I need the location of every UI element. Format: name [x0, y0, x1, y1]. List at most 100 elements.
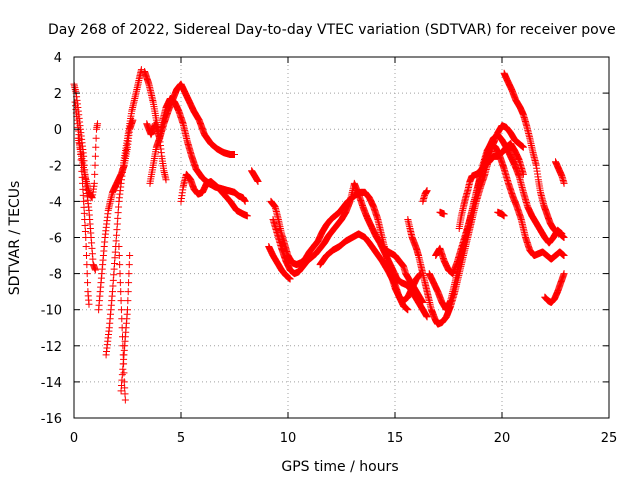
tick-labels: 0 5 10 15 20 25 -16 -14 -12 -10 -8 -6 -4 -2 0 2 4 — [41, 51, 618, 446]
data-point — [92, 134, 100, 142]
axis-ticks — [73, 56, 610, 419]
y-tick-label: -8 — [49, 268, 62, 283]
x-tick-label: 5 — [177, 431, 185, 446]
data-point — [124, 297, 132, 305]
y-tick-label: -10 — [41, 304, 62, 319]
x-tick-label: 20 — [494, 431, 511, 446]
series-U — [419, 187, 431, 205]
y-tick-label: -4 — [49, 195, 62, 210]
series-G — [117, 252, 134, 395]
data-point — [81, 227, 89, 235]
data-point — [83, 261, 91, 269]
series-E — [102, 66, 145, 359]
data-point — [286, 275, 294, 283]
data-point — [500, 212, 508, 220]
data-point — [79, 185, 87, 193]
data-point — [560, 234, 568, 241]
series-I — [146, 80, 238, 187]
series-Z — [541, 270, 568, 306]
data-point — [80, 203, 88, 211]
y-tick-label: 2 — [54, 87, 62, 102]
data-point — [91, 170, 99, 178]
data-point — [82, 234, 90, 241]
data-point — [82, 252, 90, 260]
series-AA — [552, 158, 568, 187]
y-tick-label: -2 — [49, 159, 62, 174]
chart-title: Day 268 of 2022, Sidereal Day-to-day VTE… — [48, 22, 616, 38]
y-tick-label: 4 — [54, 51, 62, 66]
series-P — [316, 230, 412, 314]
series-C — [74, 120, 102, 202]
data-point — [254, 178, 262, 186]
data-point — [125, 279, 133, 287]
series-O — [265, 243, 294, 283]
data-point — [419, 298, 427, 306]
data-point — [83, 270, 91, 278]
data-point — [79, 191, 87, 199]
data-point — [519, 143, 527, 151]
series-V — [436, 208, 448, 218]
data-point — [125, 261, 133, 269]
data-point — [126, 252, 134, 260]
y-tick-label: 0 — [54, 123, 62, 138]
data-point — [85, 300, 93, 308]
data-point — [560, 270, 568, 278]
series-X — [500, 69, 568, 241]
data-point — [243, 212, 251, 220]
data-point — [125, 270, 133, 278]
x-tick-label: 15 — [387, 431, 404, 446]
data-point — [92, 143, 100, 151]
y-axis-label: SDTVAR / TECUs — [7, 181, 23, 296]
data-point — [80, 197, 88, 205]
data-point — [115, 252, 123, 260]
data-point — [560, 179, 568, 187]
data-point — [231, 150, 238, 158]
data-point — [560, 252, 568, 260]
data-point — [81, 215, 89, 223]
data-point — [241, 197, 249, 205]
y-tick-label: -6 — [49, 232, 62, 247]
y-tick-label: -12 — [41, 340, 62, 355]
data-point — [116, 261, 124, 269]
x-tick-label: 25 — [601, 431, 618, 446]
data-point — [91, 152, 99, 160]
data-point — [84, 279, 92, 287]
series-Y — [494, 208, 508, 220]
data-point — [82, 243, 90, 251]
series-N — [269, 179, 431, 321]
data-point — [124, 288, 132, 296]
x-tick-label: 10 — [280, 431, 297, 446]
data-point — [117, 306, 125, 314]
data-point — [404, 306, 412, 314]
data-point — [423, 313, 431, 321]
data-point — [94, 120, 102, 128]
y-tick-label: -16 — [41, 412, 62, 427]
y-tick-label: -14 — [41, 376, 62, 391]
data-point — [91, 161, 99, 169]
x-tick-label: 0 — [70, 431, 78, 446]
series-L — [248, 167, 262, 186]
data-point — [162, 176, 170, 184]
data-point — [115, 243, 123, 251]
data-point — [124, 306, 131, 314]
data-point — [137, 66, 145, 74]
series-W — [455, 140, 527, 232]
x-axis-label: GPS time / hours — [281, 459, 398, 475]
data-points — [70, 66, 568, 404]
data-point — [117, 297, 125, 305]
data-point — [116, 279, 124, 287]
data-point — [120, 369, 128, 377]
data-point — [423, 187, 431, 195]
data-point — [440, 210, 448, 218]
data-point — [117, 288, 125, 296]
data-point — [116, 270, 124, 278]
series-Q — [378, 243, 427, 306]
data-point — [80, 209, 88, 217]
data-point — [121, 396, 129, 404]
data-point — [121, 390, 129, 398]
data-point — [81, 221, 89, 229]
data-point — [519, 170, 527, 178]
series-K — [177, 170, 251, 220]
data-point — [90, 179, 98, 187]
